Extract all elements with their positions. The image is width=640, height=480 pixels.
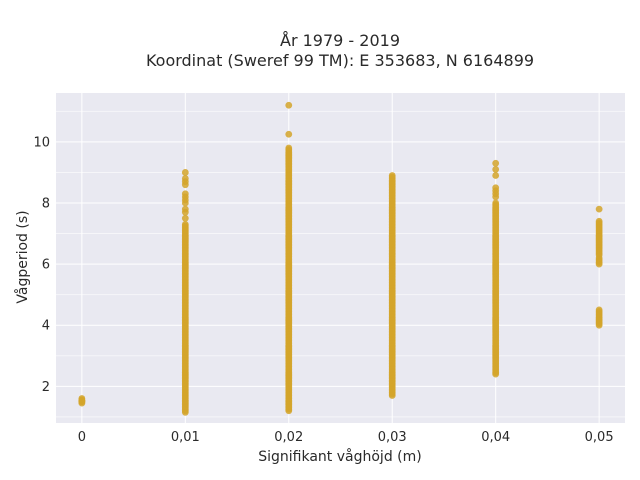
data-point xyxy=(78,396,86,404)
data-point xyxy=(181,220,189,228)
plot-area xyxy=(56,93,625,423)
y-tick-label: 10 xyxy=(33,135,50,150)
data-point xyxy=(492,172,500,179)
data-point xyxy=(492,184,500,192)
x-axis-title: Signifikant våghöjd (m) xyxy=(258,448,421,465)
data-point xyxy=(285,130,293,138)
data-point xyxy=(492,159,500,167)
x-axis-ticks: 0 0,01 0,02 0,03 0,04 0,05 xyxy=(78,430,614,445)
y-tick-label: 6 xyxy=(42,258,50,273)
data-point xyxy=(285,144,293,152)
chart-title-line1: År 1979 - 2019 xyxy=(280,31,400,50)
data-point xyxy=(181,205,189,213)
data-point xyxy=(595,217,603,225)
data-point xyxy=(388,172,396,179)
y-tick-label: 2 xyxy=(42,380,50,395)
x-tick-label: 0 xyxy=(78,430,86,445)
data-points xyxy=(78,101,603,416)
x-tick-label: 0,03 xyxy=(378,430,407,445)
y-axis-title: Vågperiod (s) xyxy=(14,210,31,303)
y-tick-label: 8 xyxy=(42,197,50,212)
x-tick-label: 0,02 xyxy=(274,430,303,445)
data-point xyxy=(595,306,603,314)
y-tick-label: 4 xyxy=(42,319,50,334)
data-point xyxy=(181,169,189,176)
x-tick-label: 0,04 xyxy=(481,430,510,445)
data-point xyxy=(181,214,189,222)
grid xyxy=(56,93,625,423)
data-point xyxy=(285,101,293,109)
y-axis-ticks: 2 4 6 8 10 xyxy=(33,135,50,394)
data-point xyxy=(492,199,500,207)
data-point xyxy=(181,175,189,182)
data-point xyxy=(595,205,603,213)
x-tick-label: 0,01 xyxy=(171,430,200,445)
data-point xyxy=(492,165,500,173)
x-tick-label: 0,05 xyxy=(585,430,614,445)
data-point xyxy=(181,190,189,198)
chart-title-line2: Koordinat (Sweref 99 TM): E 353683, N 61… xyxy=(146,51,534,70)
